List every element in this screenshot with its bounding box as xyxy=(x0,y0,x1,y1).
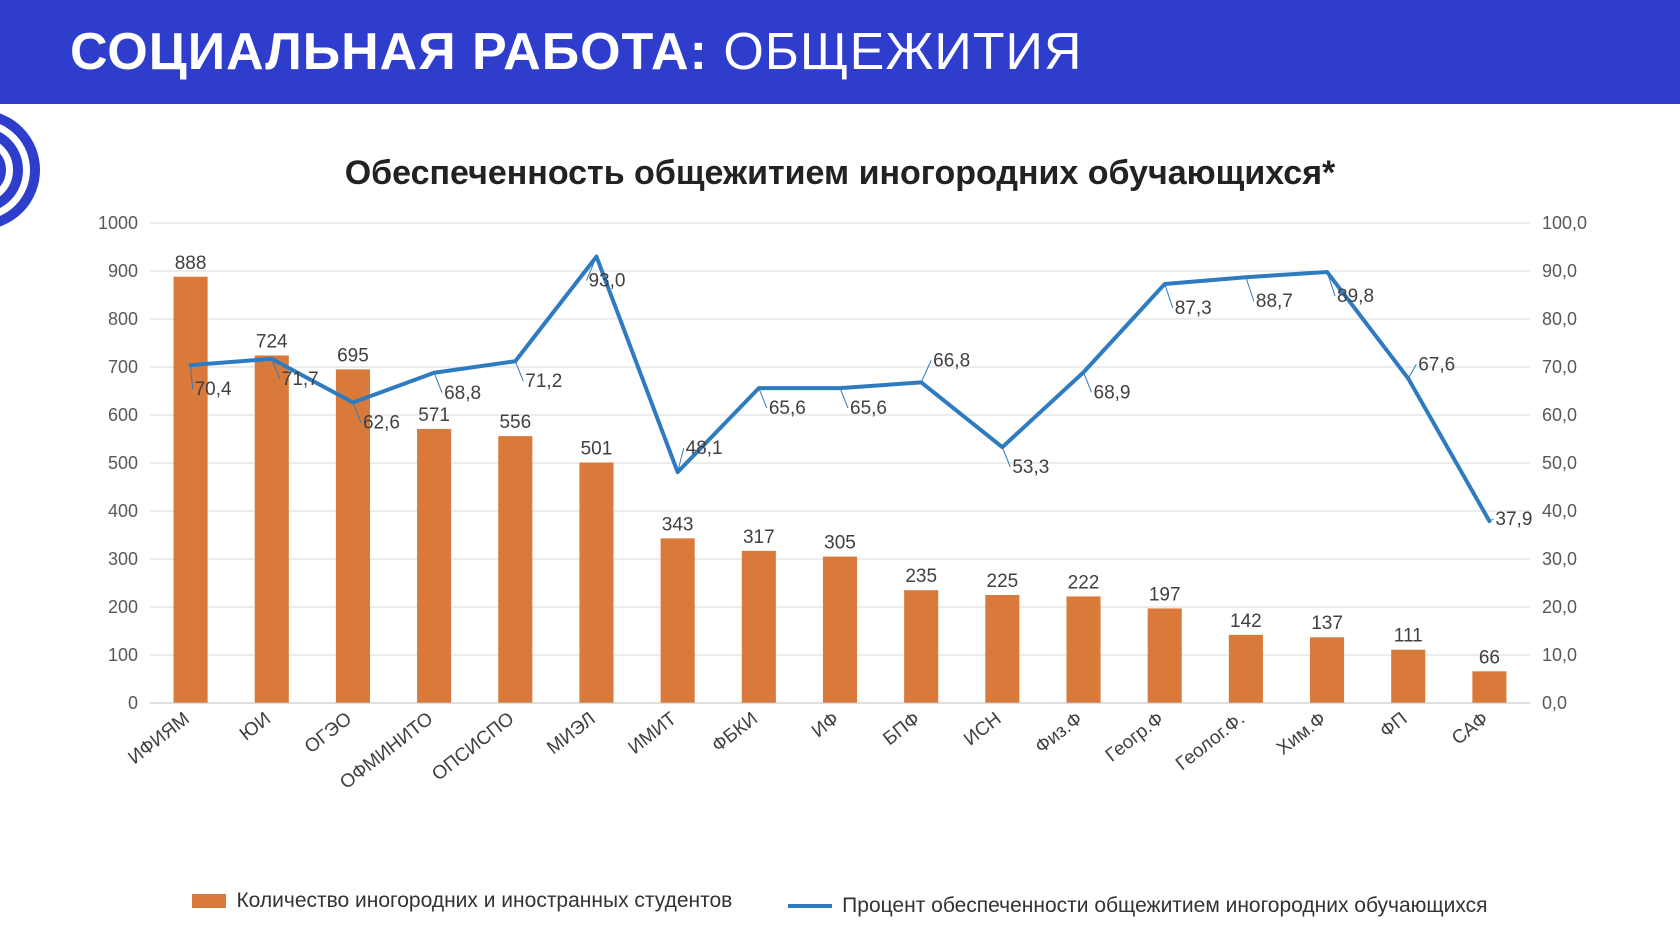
svg-text:501: 501 xyxy=(581,439,613,460)
header-title-bold: СОЦИАЛЬНАЯ РАБОТА: xyxy=(70,23,708,81)
svg-text:111: 111 xyxy=(1394,626,1423,647)
svg-text:37,9: 37,9 xyxy=(1495,509,1532,530)
svg-text:0: 0 xyxy=(128,693,138,713)
svg-text:400: 400 xyxy=(108,501,138,521)
svg-text:222: 222 xyxy=(1068,572,1100,593)
combo-chart: 0 100 200 300 400 500 600 700 800 900 1000 0,0 10,0 2… xyxy=(80,203,1600,883)
svg-text:ИСН: ИСН xyxy=(960,708,1005,750)
svg-text:88,7: 88,7 xyxy=(1256,291,1293,312)
svg-text:200: 200 xyxy=(108,597,138,617)
svg-text:197: 197 xyxy=(1149,584,1181,605)
svg-text:100: 100 xyxy=(108,645,138,665)
header-title-rest: ОБЩЕЖИТИЯ xyxy=(708,23,1083,81)
svg-text:Геогр.Ф: Геогр.Ф xyxy=(1102,708,1168,766)
legend-label-bars: Количество иногородних и иностранных сту… xyxy=(236,889,732,913)
svg-text:ИМИТ: ИМИТ xyxy=(625,708,681,758)
svg-text:80,0: 80,0 xyxy=(1542,309,1577,329)
chart-title: Обеспеченность общежитием иногородних об… xyxy=(0,154,1680,193)
svg-text:343: 343 xyxy=(662,514,694,535)
svg-text:235: 235 xyxy=(905,566,937,587)
svg-text:48,1: 48,1 xyxy=(686,438,723,459)
svg-text:40,0: 40,0 xyxy=(1542,501,1577,521)
svg-text:700: 700 xyxy=(108,357,138,377)
svg-text:100,0: 100,0 xyxy=(1542,213,1587,233)
svg-text:ОГЭО: ОГЭО xyxy=(301,708,356,757)
svg-text:ЮИ: ЮИ xyxy=(236,708,275,745)
svg-text:Геолог.Ф.: Геолог.Ф. xyxy=(1172,708,1249,775)
svg-text:ФП: ФП xyxy=(1376,708,1411,742)
svg-text:10,0: 10,0 xyxy=(1542,645,1577,665)
svg-text:93,0: 93,0 xyxy=(588,271,625,292)
svg-text:20,0: 20,0 xyxy=(1542,597,1577,617)
legend-label-line: Процент обеспеченности общежитием иногор… xyxy=(842,894,1487,918)
svg-text:695: 695 xyxy=(337,345,369,366)
legend-swatch-line xyxy=(788,904,832,908)
svg-text:1000: 1000 xyxy=(98,213,138,233)
chart-canvas: 0 100 200 300 400 500 600 700 800 900 1000 0,0 10,0 2… xyxy=(80,203,1600,823)
svg-text:90,0: 90,0 xyxy=(1542,261,1577,281)
svg-text:67,6: 67,6 xyxy=(1418,355,1455,376)
svg-text:300: 300 xyxy=(108,549,138,569)
svg-text:60,0: 60,0 xyxy=(1542,405,1577,425)
svg-text:70,4: 70,4 xyxy=(195,379,232,400)
svg-text:Хим.Ф: Хим.Ф xyxy=(1273,708,1330,759)
svg-text:65,6: 65,6 xyxy=(850,398,887,419)
corner-rings-icon xyxy=(0,110,80,230)
svg-text:142: 142 xyxy=(1230,611,1262,632)
svg-text:САФ: САФ xyxy=(1448,708,1492,749)
svg-text:71,7: 71,7 xyxy=(282,369,319,390)
svg-text:66,8: 66,8 xyxy=(933,350,970,371)
svg-text:53,3: 53,3 xyxy=(1012,457,1049,478)
svg-text:0,0: 0,0 xyxy=(1542,693,1567,713)
legend-item-line: Процент обеспеченности общежитием иногор… xyxy=(788,894,1487,918)
svg-text:800: 800 xyxy=(108,309,138,329)
svg-text:89,8: 89,8 xyxy=(1337,286,1374,307)
svg-text:70,0: 70,0 xyxy=(1542,357,1577,377)
svg-text:888: 888 xyxy=(175,253,207,274)
svg-text:724: 724 xyxy=(256,331,288,352)
svg-text:ИФ: ИФ xyxy=(808,708,843,742)
svg-text:71,2: 71,2 xyxy=(525,371,562,392)
svg-text:900: 900 xyxy=(108,261,138,281)
svg-text:87,3: 87,3 xyxy=(1175,298,1212,319)
svg-text:МИЭЛ: МИЭЛ xyxy=(543,708,599,758)
svg-text:62,6: 62,6 xyxy=(363,413,400,434)
svg-text:ОПСИСПО: ОПСИСПО xyxy=(428,708,518,785)
svg-text:БПФ: БПФ xyxy=(879,708,924,750)
svg-text:ИФИЯМ: ИФИЯМ xyxy=(125,708,194,768)
svg-text:305: 305 xyxy=(824,533,856,554)
page-header: СОЦИАЛЬНАЯ РАБОТА: ОБЩЕЖИТИЯ xyxy=(0,0,1680,104)
svg-text:30,0: 30,0 xyxy=(1542,549,1577,569)
chart-legend: Количество иногородних и иностранных сту… xyxy=(0,889,1680,918)
svg-text:Физ.Ф: Физ.Ф xyxy=(1032,708,1087,757)
svg-text:500: 500 xyxy=(108,453,138,473)
svg-text:66: 66 xyxy=(1479,647,1500,668)
legend-swatch-bar xyxy=(192,894,226,908)
svg-text:50,0: 50,0 xyxy=(1542,453,1577,473)
svg-text:317: 317 xyxy=(743,527,775,548)
legend-item-bars: Количество иногородних и иностранных сту… xyxy=(192,889,732,913)
svg-text:68,9: 68,9 xyxy=(1094,382,1131,403)
svg-text:68,8: 68,8 xyxy=(444,383,481,404)
svg-text:225: 225 xyxy=(987,571,1019,592)
svg-text:556: 556 xyxy=(499,412,531,433)
svg-text:65,6: 65,6 xyxy=(769,398,806,419)
svg-text:137: 137 xyxy=(1311,613,1343,634)
svg-text:ФБКИ: ФБКИ xyxy=(708,708,762,756)
svg-text:600: 600 xyxy=(108,405,138,425)
svg-text:571: 571 xyxy=(418,405,450,426)
